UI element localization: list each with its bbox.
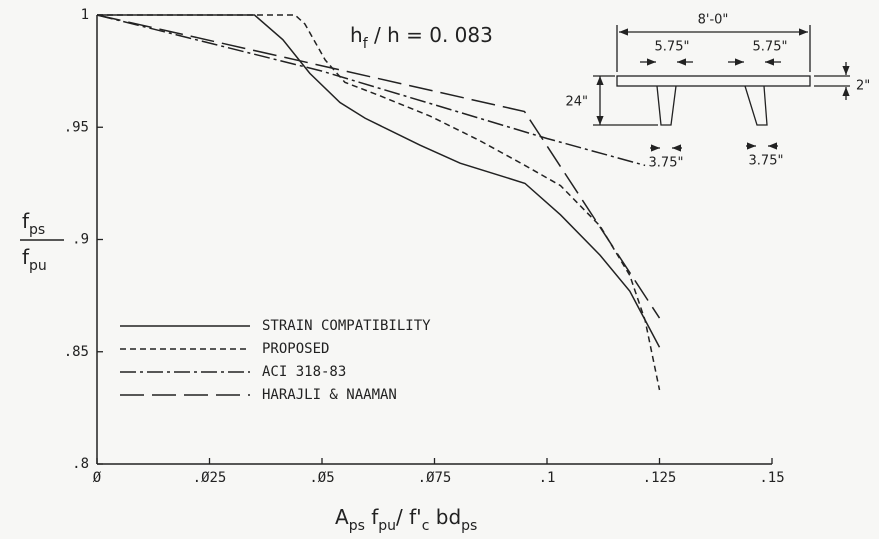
y-tick-label: .9 xyxy=(72,232,89,248)
label-part: / h = 0. 083 xyxy=(368,23,493,47)
dimension-label: 8'-0" xyxy=(698,13,729,28)
y-tick-label: .85 xyxy=(64,344,89,360)
label-part: bd xyxy=(429,505,461,529)
y-tick-label: .95 xyxy=(64,119,89,135)
label-part: f xyxy=(363,36,369,52)
y-label-bottom-parts: fpu xyxy=(22,245,47,275)
x-tick-label: .15 xyxy=(759,470,784,486)
y-label-top-parts: fps xyxy=(22,209,45,239)
dimension-label: 5.75" xyxy=(753,40,788,55)
series-line xyxy=(97,14,661,348)
stem xyxy=(656,85,677,126)
dimension-label: 24" xyxy=(565,95,588,110)
dimension-label: 3.75" xyxy=(749,154,784,169)
dimension-label: 5.75" xyxy=(655,40,690,55)
label-part: pu xyxy=(378,518,396,534)
label-part: f xyxy=(22,245,30,269)
x-tick-label: .Ø75 xyxy=(418,470,452,486)
y-tick-label: .8 xyxy=(72,456,89,472)
label-part: c xyxy=(422,518,430,534)
x-label-parts: Aps fpu/ f'c bdps xyxy=(335,505,477,535)
legend-label: STRAIN COMPATIBILITY xyxy=(262,318,431,334)
label-part: f xyxy=(22,209,30,233)
series-line xyxy=(96,14,646,167)
x-tick-label: Ø xyxy=(93,470,102,486)
x-tick-label: .Ø5 xyxy=(309,470,334,486)
series-line xyxy=(97,14,661,391)
label-part: ps xyxy=(349,518,365,534)
annotation-parts: hf / h = 0. 083 xyxy=(350,23,493,53)
legend-label: PROPOSED xyxy=(262,341,329,357)
x-tick-label: .Ø25 xyxy=(193,470,227,486)
series-line xyxy=(96,14,661,319)
label-part: h xyxy=(350,23,363,47)
x-tick-label: .1 xyxy=(539,470,556,486)
label-part: / f' xyxy=(396,505,422,529)
x-tick-label: .125 xyxy=(643,470,677,486)
stem xyxy=(744,85,768,126)
section-diagram: 8'-0" 5.75" 5.75" 24" 2" 3.75" 3.75" xyxy=(565,13,870,171)
dimension-label: 3.75" xyxy=(649,156,684,171)
label-part: f xyxy=(365,505,379,529)
dimension-label: 2" xyxy=(856,79,870,94)
label-part: pu xyxy=(29,258,47,274)
label-part: A xyxy=(335,505,349,529)
label-part: ps xyxy=(29,222,45,238)
label-part: ps xyxy=(461,518,477,534)
legend-label: HARAJLI & NAAMAN xyxy=(262,387,397,403)
legend-label: ACI 318-83 xyxy=(262,364,346,380)
flange xyxy=(616,75,811,87)
y-tick-label: 1 xyxy=(81,7,89,23)
